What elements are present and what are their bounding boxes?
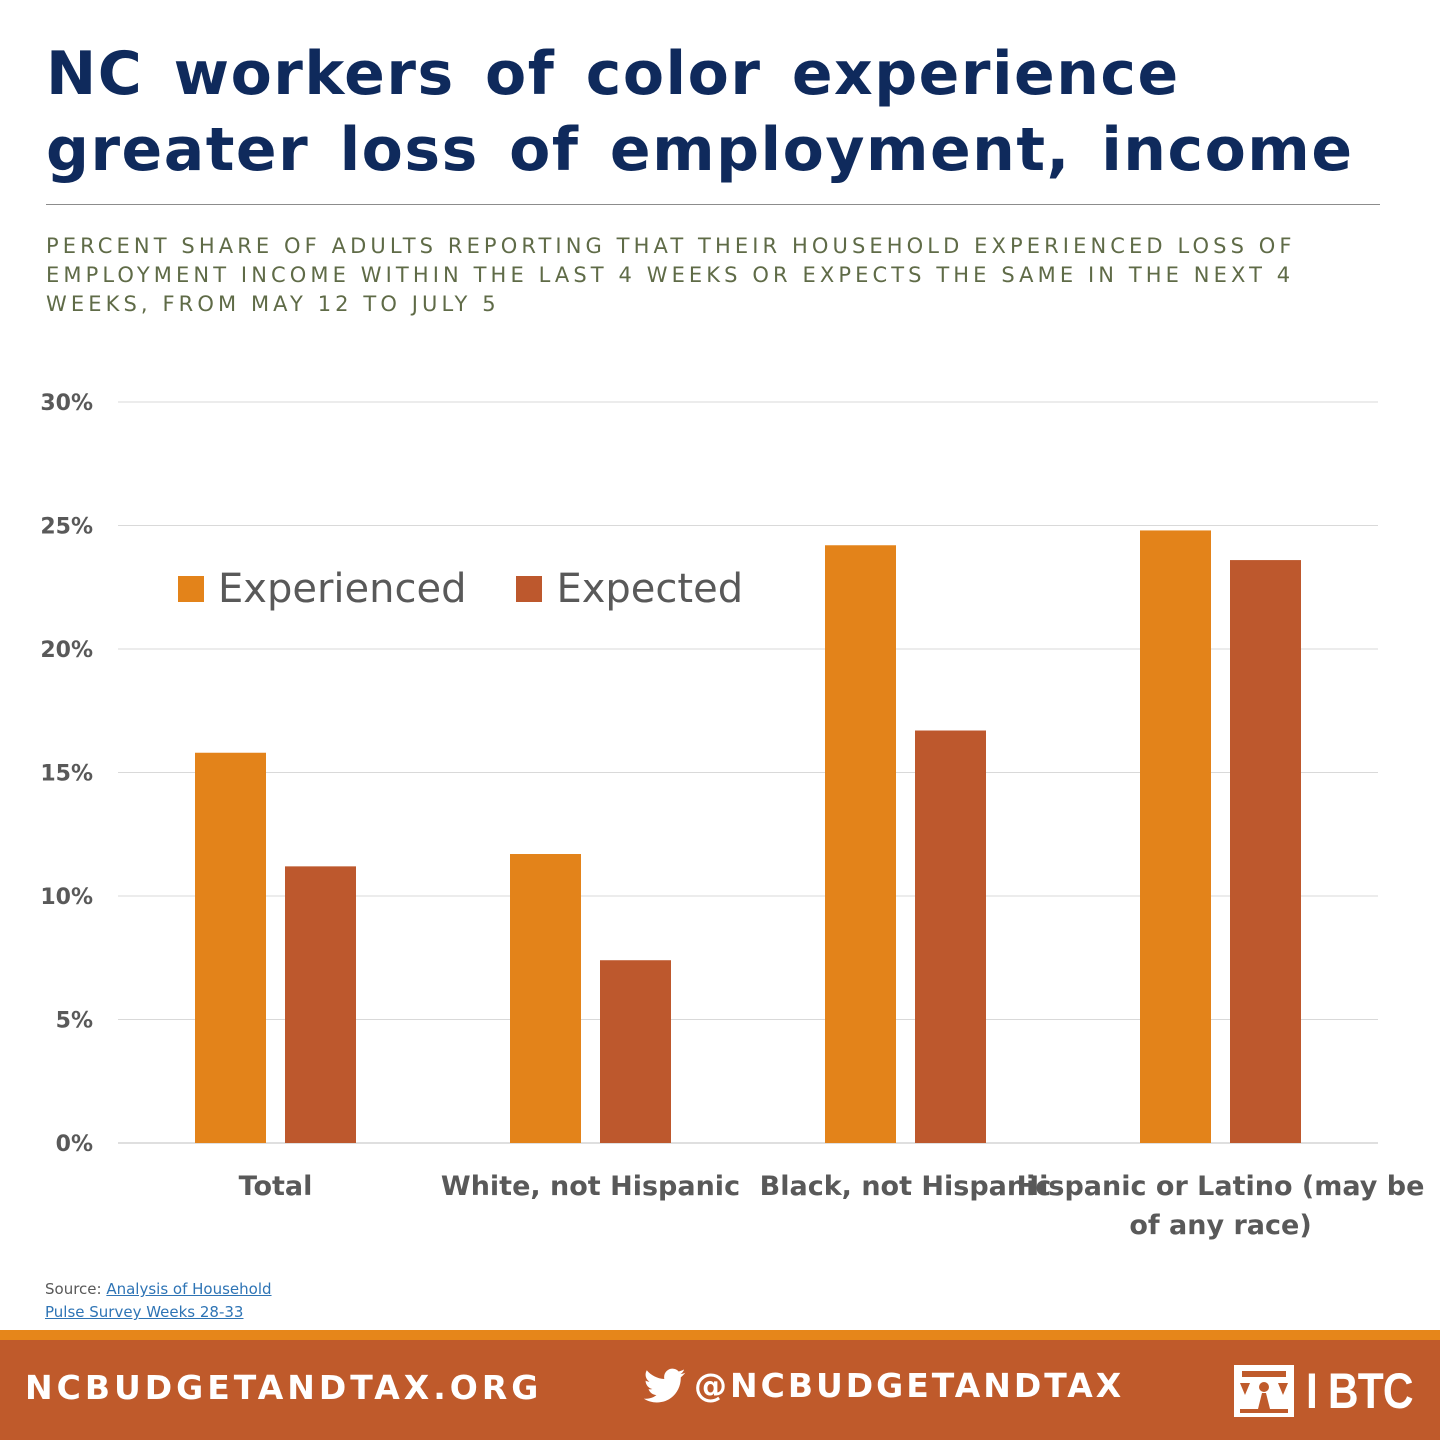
y-tick-label: 5% [56, 1009, 93, 1034]
y-tick-label: 25% [40, 515, 93, 540]
btc-logo: I BTC [1232, 1362, 1432, 1420]
twitter-bird-icon [644, 1368, 686, 1402]
bar-expected [1230, 560, 1301, 1143]
footer-website-link[interactable]: NCBUDGETANDTAX.ORG [25, 1368, 543, 1407]
bar-experienced [1140, 530, 1211, 1143]
x-tick-label: of any race) [1129, 1210, 1311, 1241]
bar-experienced [195, 752, 266, 1143]
chart-legend: Experienced Expected [178, 566, 793, 612]
y-tick-label: 20% [40, 638, 93, 663]
bar-expected [915, 730, 986, 1143]
chart-subtitle: PERCENT SHARE OF ADULTS REPORTING THAT T… [46, 234, 1296, 316]
bar-experienced [510, 854, 581, 1143]
source-link[interactable]: Analysis of Household Pulse Survey Weeks… [45, 1280, 272, 1321]
x-tick-label: Hispanic or Latino (may be [1017, 1171, 1425, 1202]
bar-expected [285, 866, 356, 1143]
bar-experienced [825, 545, 896, 1143]
twitter-handle: @NCBUDGETANDTAX [694, 1366, 1125, 1405]
source-note: Source: Analysis of Household Pulse Surv… [45, 1278, 305, 1324]
footer-accent-stripe [0, 1330, 1440, 1340]
y-tick-label: 15% [40, 762, 93, 787]
y-tick-label: 10% [40, 885, 93, 910]
y-tick-label: 30% [40, 391, 93, 416]
x-tick-label: Total [239, 1171, 313, 1202]
footer-bar: NCBUDGETANDTAX.ORG @NCBUDGETANDTAX I BTC [0, 1340, 1440, 1440]
legend-swatch-expected [516, 576, 543, 602]
bar-expected [600, 960, 671, 1143]
legend-item-expected: Expected [516, 566, 743, 612]
legend-label-expected: Expected [556, 566, 744, 612]
bar-chart: 0% 5% 10% 15% 20% 25% 30% Total White, not Hispa… [40, 391, 1425, 1241]
legend-item-experienced: Experienced [178, 566, 466, 612]
btc-logo-icon [1234, 1365, 1294, 1417]
legend-swatch-experienced [178, 576, 204, 602]
title-divider [46, 204, 1380, 205]
chart-title: NC workers of color experience greater l… [46, 39, 1354, 185]
source-prefix: Source: [45, 1280, 107, 1298]
x-tick-label: White, not Hispanic [441, 1171, 740, 1202]
legend-label-experienced: Experienced [218, 566, 467, 612]
footer-twitter[interactable]: @NCBUDGETANDTAX [644, 1366, 1124, 1405]
y-tick-label: 0% [56, 1132, 93, 1157]
x-tick-label: Black, not Hispanic [760, 1171, 1052, 1202]
btc-logo-text: I BTC [1306, 1363, 1414, 1419]
